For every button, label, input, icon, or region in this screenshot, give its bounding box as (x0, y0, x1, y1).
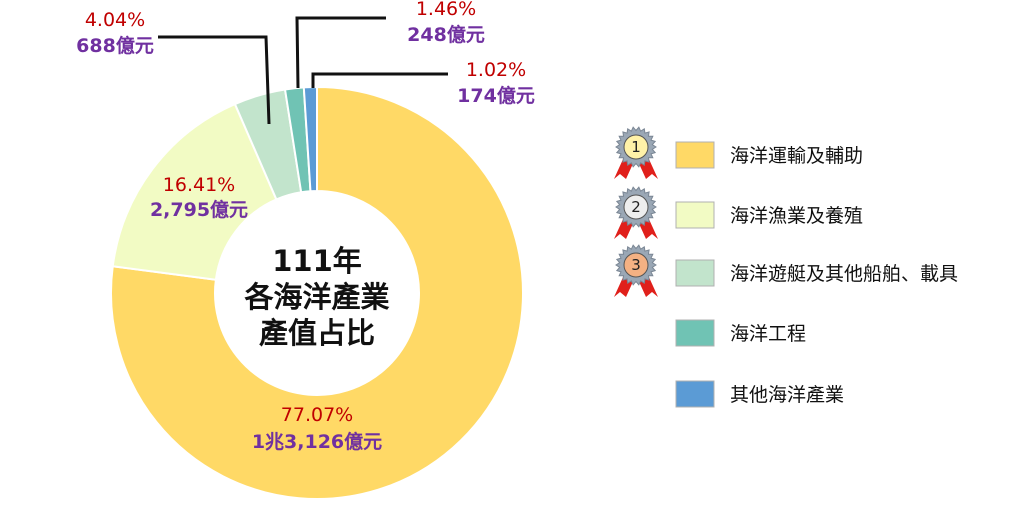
legend-label-transport: 海洋運輸及輔助 (730, 145, 863, 167)
donut-slice-transport (110, 85, 524, 500)
leader-line-other (311, 72, 448, 88)
leader-lines (158, 16, 448, 125)
center-label-line-3: 產值占比 (259, 316, 375, 350)
medal-rank-number: 2 (631, 198, 641, 216)
data-label-amount-engineering: 248億元 (407, 23, 485, 46)
center-label-line-2: 各海洋產業 (243, 280, 389, 314)
legend-label-fishery: 海洋漁業及養殖 (730, 205, 863, 227)
center-label: 111年 各海洋產業 產值占比 (243, 244, 389, 350)
medal-face (623, 194, 649, 220)
medal-face (623, 134, 649, 160)
ranking-medals: 1 2 3 (614, 126, 658, 297)
legend-swatch-transport (675, 141, 715, 169)
rank-medal-1-icon: 1 (614, 126, 658, 179)
data-label-amount-fishery: 2,795億元 (150, 198, 248, 221)
leader-line-yacht (158, 35, 271, 125)
donut-slice-other (302, 85, 318, 193)
data-label-percent-transport: 77.07% (281, 404, 353, 426)
data-label-amount-yacht: 688億元 (76, 34, 154, 57)
center-label-line-1: 111年 (272, 244, 362, 278)
legend-swatch-yacht (675, 259, 715, 287)
data-label-percent-fishery: 16.41% (163, 174, 235, 196)
leader-line-engineering (295, 16, 386, 89)
legend-swatch-engineering (675, 319, 715, 347)
legend-swatch-other (675, 380, 715, 408)
data-label-percent-engineering: 1.46% (416, 0, 476, 20)
legend-label-yacht: 海洋遊艇及其他船舶、載具 (730, 263, 958, 285)
data-labels: 77.07% 1兆3,126億元 16.41% 2,795億元 4.04% 68… (76, 0, 535, 453)
data-label-percent-yacht: 4.04% (85, 9, 145, 31)
data-label-amount-transport: 1兆3,126億元 (252, 430, 382, 453)
medal-face (623, 252, 649, 278)
donut-slice-fishery (111, 102, 278, 281)
donut-slices (110, 85, 524, 500)
rank-medal-2-icon: 2 (614, 186, 658, 239)
legend-label-other: 其他海洋產業 (730, 384, 844, 406)
data-label-amount-other: 174億元 (457, 84, 535, 107)
medal-rank-number: 3 (631, 256, 641, 274)
legend-label-engineering: 海洋工程 (730, 323, 806, 345)
medal-rank-number: 1 (631, 138, 641, 156)
data-label-percent-other: 1.02% (466, 59, 526, 81)
rank-medal-3-icon: 3 (614, 244, 658, 297)
legend-swatch-fishery (675, 201, 715, 229)
